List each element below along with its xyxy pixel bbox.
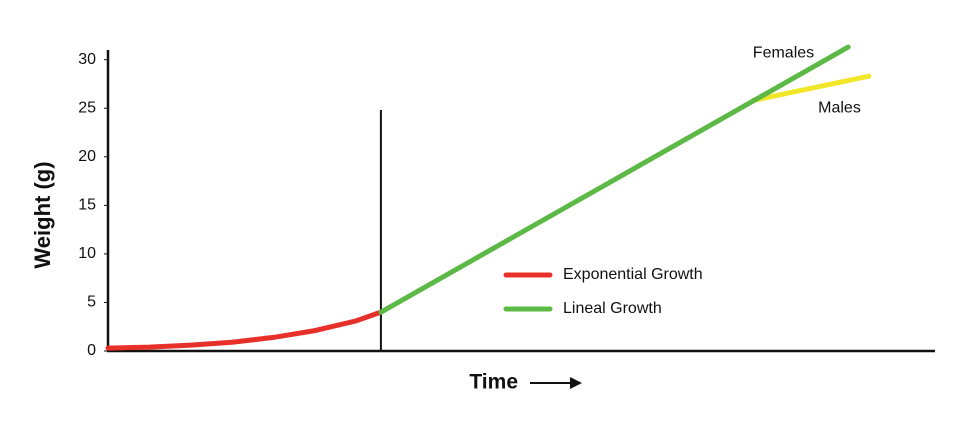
y-tick-label: 10 xyxy=(78,245,96,262)
y-axis-label: Weight (g) xyxy=(30,161,55,268)
y-tick-label: 20 xyxy=(78,148,96,165)
y-tick-label: 5 xyxy=(87,294,96,311)
time-arrow-head xyxy=(570,377,582,389)
y-tick-label: 25 xyxy=(78,99,96,116)
series-line xyxy=(378,44,851,315)
y-tick-label: 15 xyxy=(78,197,96,214)
annotation: Females xyxy=(753,44,814,61)
series-line xyxy=(105,309,384,351)
y-tick-label: 0 xyxy=(87,342,96,359)
y-tick-label: 30 xyxy=(78,51,96,68)
series-label: Males xyxy=(818,99,861,116)
series-line xyxy=(750,73,872,103)
legend-label: Lineal Growth xyxy=(563,300,662,317)
legend-label: Exponential Growth xyxy=(563,266,703,283)
x-axis-label: Time xyxy=(469,371,518,394)
